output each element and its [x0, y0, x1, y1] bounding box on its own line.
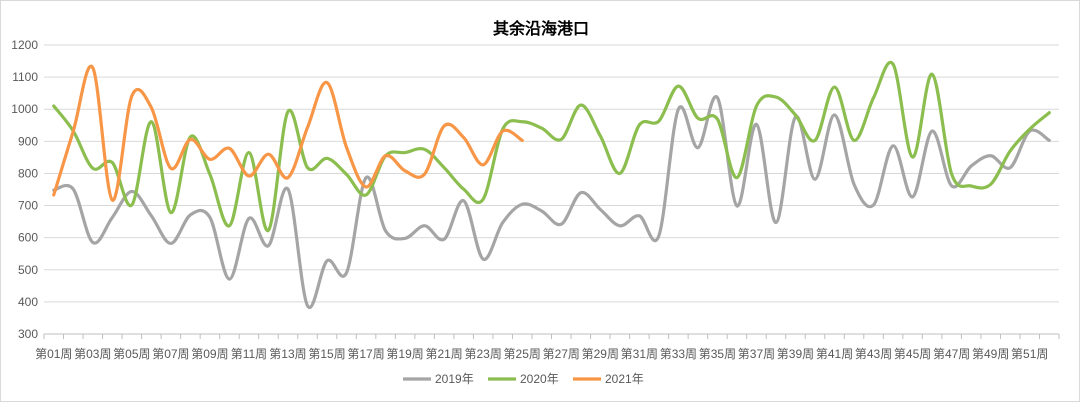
x-tick-label: 第37周 [738, 347, 775, 361]
series-line-2019年 [52, 95, 1051, 310]
y-axis: 300 400 500 600 700 800 900 1000 1100 1200 [11, 38, 38, 341]
y-tick-label: 700 [18, 199, 38, 213]
x-tick-label: 第31周 [621, 347, 658, 361]
x-tick-label: 第25周 [504, 347, 541, 361]
x-tick-label: 第17周 [347, 347, 384, 361]
x-axis: 第01周 第03周 第05周 第07周 第09周 第11周 第13周 第15周 第17周 第19周… [35, 334, 1060, 361]
x-tick-label: 第29周 [582, 347, 619, 361]
y-tick-label: 800 [18, 166, 38, 180]
series-lines [52, 60, 1051, 310]
x-tick-label: 第49周 [972, 347, 1009, 361]
legend-label: 2019年 [435, 372, 474, 386]
legend: 2019年 2020年 2021年 [403, 372, 644, 386]
chart-title: 其余沿海港口 [493, 19, 589, 38]
series-line-2021年 [52, 64, 524, 202]
x-tick-label: 第43周 [855, 347, 892, 361]
x-tick-label: 第05周 [113, 347, 150, 361]
x-tick-label: 第47周 [933, 347, 970, 361]
gridlines [44, 44, 1059, 335]
y-tick-label: 900 [18, 134, 38, 148]
x-tick-label: 第35周 [699, 347, 736, 361]
x-tick-label: 第41周 [816, 347, 853, 361]
x-tick-label: 第09周 [191, 347, 228, 361]
y-tick-label: 500 [18, 263, 38, 277]
x-tick-label: 第39周 [777, 347, 814, 361]
y-tick-label: 1000 [11, 102, 38, 116]
x-tick-label: 第07周 [152, 347, 189, 361]
y-tick-label: 300 [18, 327, 38, 341]
x-tick-label: 第45周 [894, 347, 931, 361]
y-tick-label: 600 [18, 231, 38, 245]
y-tick-label: 1200 [11, 38, 38, 52]
x-tick-label: 第03周 [74, 347, 111, 361]
legend-label: 2021年 [605, 372, 644, 386]
x-tick-label: 第19周 [386, 347, 423, 361]
x-tick-label: 第15周 [308, 347, 345, 361]
x-tick-label: 第01周 [35, 347, 72, 361]
x-tick-label: 第21周 [425, 347, 462, 361]
x-tick-label: 第51周 [1011, 347, 1048, 361]
y-tick-label: 1100 [12, 70, 38, 84]
x-tick-label: 第33周 [660, 347, 697, 361]
x-tick-label: 第23周 [465, 347, 502, 361]
x-tick-label: 第27周 [543, 347, 580, 361]
x-tick-label: 第13周 [269, 347, 306, 361]
y-tick-label: 400 [18, 295, 38, 309]
x-tick-label: 第11周 [231, 347, 267, 361]
series-line-2020年 [52, 60, 1051, 232]
legend-label: 2020年 [520, 372, 559, 386]
